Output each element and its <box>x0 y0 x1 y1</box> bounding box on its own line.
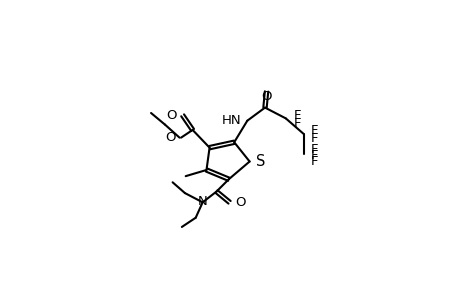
Text: F: F <box>311 143 318 156</box>
Text: F: F <box>311 132 318 145</box>
Text: F: F <box>293 109 300 122</box>
Text: HN: HN <box>221 114 241 127</box>
Text: F: F <box>293 116 300 130</box>
Text: O: O <box>261 90 271 103</box>
Text: O: O <box>165 131 175 144</box>
Text: S: S <box>255 154 264 169</box>
Text: O: O <box>235 196 245 209</box>
Text: F: F <box>311 149 318 162</box>
Text: O: O <box>166 109 177 122</box>
Text: N: N <box>197 195 207 208</box>
Text: F: F <box>311 124 318 137</box>
Text: F: F <box>311 155 318 168</box>
